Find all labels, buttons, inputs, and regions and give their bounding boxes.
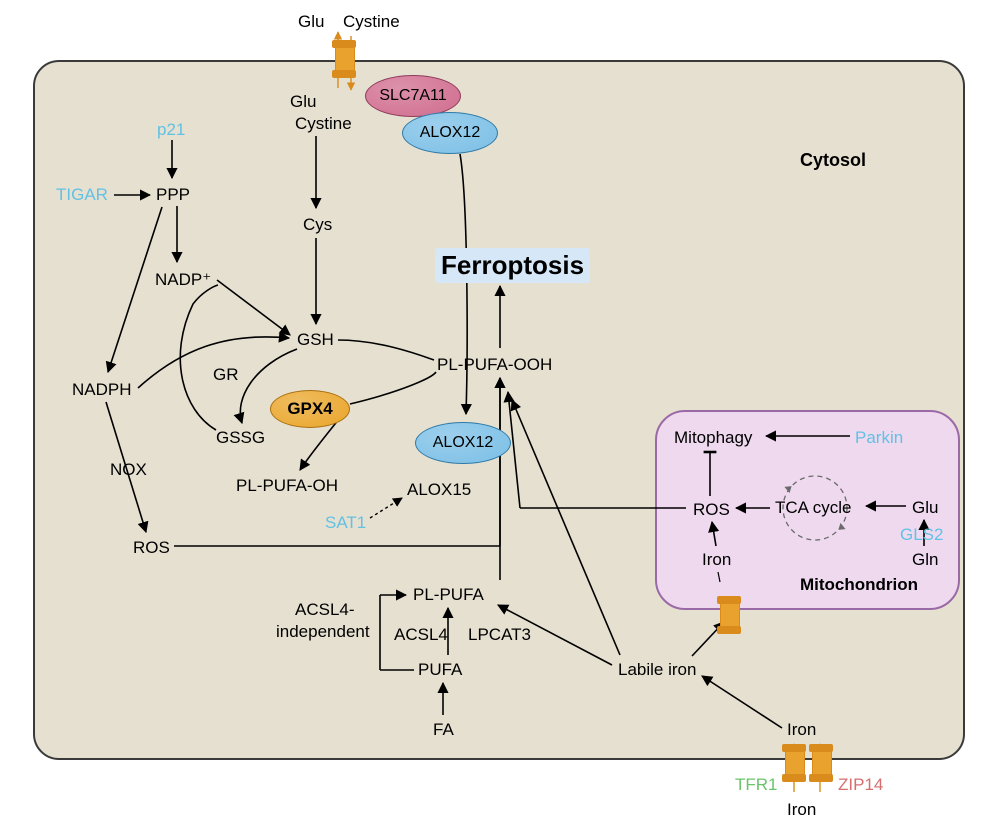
arrow-ppp-nadph (108, 207, 162, 372)
label-nox: NOX (110, 460, 147, 480)
ferroptosis-title: Ferroptosis (435, 248, 590, 283)
arrow-mito-iron-up (718, 572, 720, 582)
label-fa: FA (433, 720, 454, 740)
label-lpcat3: LPCAT3 (468, 625, 531, 645)
label-alox15: ALOX15 (407, 480, 471, 500)
label-gsh: GSH (297, 330, 334, 350)
arrow-ros-out-up (508, 392, 520, 508)
arrow-nadp-gsh (217, 280, 290, 335)
label-acsl4ind2: independent (276, 622, 370, 642)
label-parkin: Parkin (855, 428, 903, 448)
label-glu-in: Glu (290, 92, 316, 112)
label-gssg: GSSG (216, 428, 265, 448)
label-gls2: GLS2 (900, 525, 943, 545)
label-cystine-out: Cystine (343, 12, 400, 32)
label-labileiron: Labile iron (618, 660, 696, 680)
label-tfr1: TFR1 (735, 775, 778, 795)
arrow-labile-up (512, 400, 620, 655)
label-gr: GR (213, 365, 239, 385)
label-glu-out: Glu (298, 12, 324, 32)
label-mitophagy: Mitophagy (674, 428, 752, 448)
protein-alox12-mid: ALOX12 (415, 422, 511, 464)
protein-gpx4: GPX4 (270, 390, 350, 428)
label-nadph: NADPH (72, 380, 132, 400)
label-mros: ROS (693, 500, 730, 520)
label-plpufa: PL-PUFA (413, 585, 484, 605)
label-sat1: SAT1 (325, 513, 366, 533)
label-plpufaoh: PL-PUFA-OH (236, 476, 338, 496)
arrow-sat1-alox15 (370, 498, 402, 518)
label-pufa: PUFA (418, 660, 462, 680)
label-mgln: Gln (912, 550, 938, 570)
label-iron-bl: Iron (787, 720, 816, 740)
label-tca: TCA cycle (775, 498, 852, 518)
label-zip14: ZIP14 (838, 775, 883, 795)
label-plpufaooh: PL-PUFA-OOH (437, 355, 552, 375)
mitochondrion-label: Mitochondrion (800, 575, 918, 595)
label-acsl4ind1: ACSL4- (295, 600, 355, 620)
label-mglu: Glu (912, 498, 938, 518)
label-p21: p21 (157, 120, 185, 140)
label-tigar: TIGAR (56, 185, 108, 205)
arrow-gsh-to-pooh (338, 340, 434, 360)
label-miron: Iron (702, 550, 731, 570)
label-acsl4: ACSL4 (394, 625, 448, 645)
label-nadp: NADP⁺ (155, 270, 211, 290)
arrow-iron-ros-m (712, 522, 716, 546)
arrow-gpx4-curve (350, 372, 436, 404)
label-iron-out: Iron (787, 800, 816, 820)
protein-slc7a11: SLC7A11 (365, 75, 461, 117)
label-cys: Cys (303, 215, 332, 235)
arrow-gssg-gsh (180, 285, 218, 430)
arrow-iron-labile (702, 676, 782, 728)
label-cystine-in: Cystine (295, 114, 352, 134)
label-ros: ROS (133, 538, 170, 558)
arrow-alox12-down (460, 154, 467, 414)
cytosol-label: Cytosol (800, 150, 866, 171)
protein-alox12-top: ALOX12 (402, 112, 498, 154)
label-ppp: PPP (156, 185, 190, 205)
